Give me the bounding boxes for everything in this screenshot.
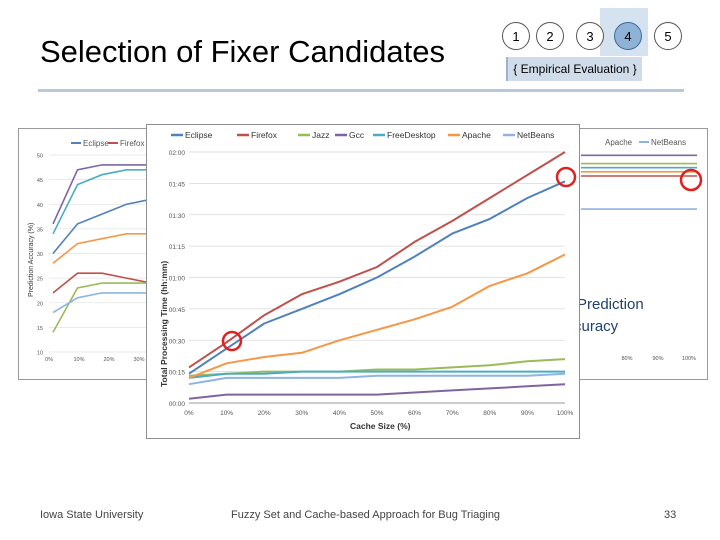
acc-y-tick-label: 50	[37, 154, 43, 160]
main-x-tick-label: 50%	[370, 410, 383, 417]
title-underline	[38, 89, 684, 92]
acc-y-tick-label: 10	[37, 351, 43, 357]
acc-series-line-eclipse	[52, 198, 152, 255]
main-y-tick-label: 02:00	[169, 150, 186, 157]
step-3: 3	[576, 22, 604, 50]
acc-y-label: Prediction Accuracy (%)	[28, 223, 35, 297]
main-series-line-firefox	[188, 151, 566, 369]
acc-x-tick-label: 10%	[73, 357, 84, 363]
acc-series-line-netbeans	[52, 292, 151, 314]
main-x-tick-label: 30%	[295, 410, 308, 417]
overlay-text-line1: Prediction	[577, 296, 644, 313]
main-x-tick-label: 40%	[333, 410, 346, 417]
right-x-tick-label: 90%	[652, 356, 663, 362]
acc-y-tick-label: 35	[37, 227, 43, 233]
slide-title: Selection of Fixer Candidates	[40, 34, 445, 69]
main-x-tick-label: 90%	[521, 410, 534, 417]
main-legend-label: Jazz	[312, 130, 329, 140]
main-x-tick-label: 70%	[446, 410, 459, 417]
acc-x-tick-label: 0%	[45, 357, 53, 363]
step-5: 5	[654, 22, 682, 50]
acc-series-line-firefox	[52, 272, 152, 294]
main-legend-label: FreeDesktop	[387, 130, 436, 140]
main-series-line-gcc	[188, 383, 566, 400]
main-legend-label: Apache	[462, 130, 491, 140]
highlight-circle-right	[679, 168, 703, 192]
main-y-tick-label: 01:45	[169, 181, 186, 188]
overlay-text-line2: curacy	[574, 318, 619, 335]
main-x-tick-label: 80%	[483, 410, 496, 417]
acc-x-tick-label: 20%	[103, 357, 114, 363]
acc-y-tick-label: 20	[37, 301, 43, 307]
footer-university: Iowa State University	[40, 509, 144, 521]
page-number: 33	[664, 509, 677, 521]
right-chart: Apache NetBeans Prediction curacy 80% 90%…	[574, 138, 703, 362]
acc-series-line-apache	[52, 233, 151, 264]
accuracy-chart-panel: Eclipse Firefox Prediction Accuracy (%) …	[18, 128, 152, 380]
main-y-tick-label: 00:45	[169, 307, 186, 314]
main-series-line-eclipse	[188, 180, 566, 375]
step-4: 4	[614, 22, 642, 50]
acc-y-tick-label: 40	[37, 203, 43, 209]
right-x-tick-label: 80%	[621, 356, 632, 362]
acc-y-tick-label: 25	[37, 277, 43, 283]
main-x-tick-label: 20%	[258, 410, 271, 417]
acc-series-line-freedesktop	[52, 168, 151, 235]
highlight-circle-top	[555, 166, 577, 188]
main-legend-label: Eclipse	[185, 130, 213, 140]
main-y-tick-label: 00:00	[169, 401, 186, 408]
main-y-tick-label: 00:30	[169, 338, 186, 345]
main-x-tick-label: 10%	[220, 410, 233, 417]
step-2: 2	[536, 22, 564, 50]
step-1: 1	[502, 22, 530, 50]
main-x-tick-label: 0%	[184, 410, 194, 417]
main-y-tick-label: 00:15	[169, 370, 186, 377]
processing-time-chart-panel: Eclipse Firefox Jazz Gcc FreeDesktop Apache Ne…	[146, 124, 580, 439]
section-label: { Empirical Evaluation }	[508, 57, 642, 81]
main-y-tick-label: 01:30	[169, 213, 186, 220]
right-x-tick-label: 100%	[682, 356, 696, 362]
main-legend-label: Firefox	[251, 130, 278, 140]
main-series-line-apache	[188, 253, 566, 379]
acc-x-tick-label: 30%	[133, 357, 144, 363]
main-series-line-netbeans	[188, 372, 566, 386]
main-x-tick-label: 100%	[557, 410, 574, 417]
acc-legend-eclipse: Eclipse	[83, 139, 109, 148]
acc-series-line-gcc	[52, 282, 151, 333]
acc-series-line-jazz	[52, 164, 151, 225]
acc-legend-firefox: Firefox	[120, 139, 144, 148]
right-legend-apache: Apache	[605, 138, 633, 147]
main-x-label: Cache Size (%)	[350, 421, 411, 431]
main-y-label: Total Processing Time (hh:mm)	[159, 261, 169, 387]
main-legend-label: NetBeans	[517, 130, 554, 140]
main-x-tick-label: 60%	[408, 410, 421, 417]
main-series-line-freedesktop	[188, 370, 565, 379]
footer-title: Fuzzy Set and Cache-based Approach for B…	[231, 509, 501, 521]
section-label-edge	[506, 57, 508, 81]
acc-y-tick-label: 15	[37, 326, 43, 332]
right-chart-panel: Apache NetBeans Prediction curacy 80% 90%…	[564, 128, 708, 380]
progress-steps: 1 2 3 4 5	[498, 22, 688, 56]
main-legend-label: Gcc	[349, 130, 365, 140]
main-y-tick-label: 01:15	[169, 244, 186, 251]
processing-time-chart: Eclipse Firefox Jazz Gcc FreeDesktop Apache Ne…	[159, 130, 577, 431]
main-series-line-jazz	[188, 358, 566, 377]
accuracy-chart: Eclipse Firefox Prediction Accuracy (%) …	[28, 139, 152, 363]
right-legend-netbeans: NetBeans	[651, 138, 686, 147]
acc-y-tick-label: 45	[37, 178, 43, 184]
acc-y-tick-label: 30	[37, 252, 43, 258]
highlight-circle-left	[221, 330, 243, 352]
main-y-tick-label: 01:00	[169, 276, 186, 283]
